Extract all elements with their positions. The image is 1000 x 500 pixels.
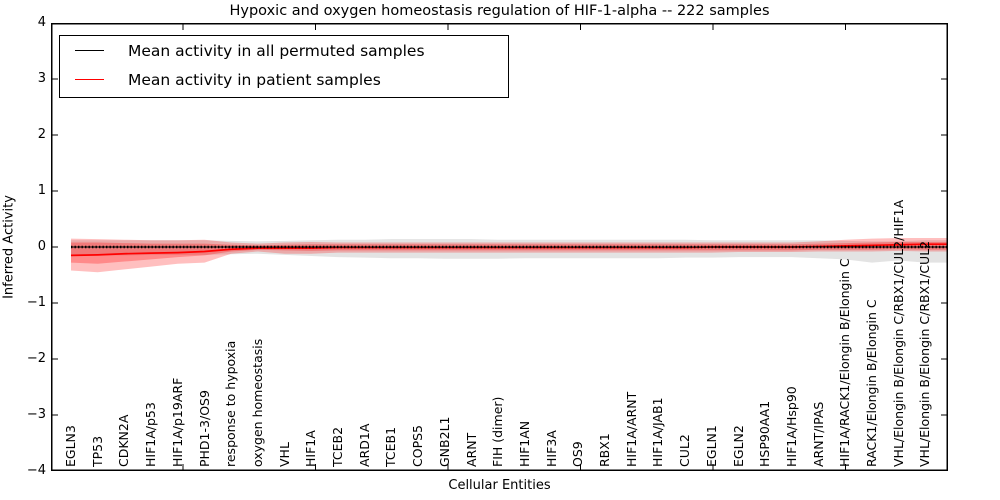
x-tick-label: EGLN2 xyxy=(730,425,746,467)
chart-canvas xyxy=(51,23,948,471)
x-tick-label: response to hypoxia xyxy=(223,340,239,467)
x-tick-label: FIH (dimer) xyxy=(490,396,506,467)
x-tick-label: HIF3A xyxy=(543,430,559,467)
x-tick-label: ARD1A xyxy=(356,423,372,467)
y-tick-label: 1 xyxy=(37,183,46,198)
x-tick-label: TCEB1 xyxy=(383,426,399,467)
x-tick-label: COPS5 xyxy=(410,425,426,467)
x-tick-label: OS9 xyxy=(570,441,586,467)
x-tick-label: HIF1A xyxy=(303,430,319,467)
x-tick-label: RBX1 xyxy=(597,433,612,467)
y-tick-label: 0 xyxy=(37,239,46,254)
x-tick-label: HIF1A/p53 xyxy=(143,402,159,467)
x-tick-label: ARNT xyxy=(463,432,479,467)
y-tick-label: −1 xyxy=(26,295,46,310)
x-tick-label: TCEB2 xyxy=(330,426,345,467)
x-tick-label: RACK1/Elongin B/Elongin C xyxy=(864,299,879,467)
legend-entry-label: Mean activity in all permuted samples xyxy=(128,41,425,60)
legend-box: Mean activity in all permuted samples Me… xyxy=(59,35,509,98)
x-tick-label: GNB2L1 xyxy=(436,416,452,467)
x-tick-label: oxygen homeostasis xyxy=(249,338,265,467)
x-tick-label: HIF1A/p19ARF xyxy=(169,377,185,467)
y-tick-label: −4 xyxy=(26,463,46,478)
patient-line-swatch xyxy=(75,79,104,80)
x-tick-label: TP53 xyxy=(89,435,105,467)
axes-spines xyxy=(51,23,948,471)
x-tick-label: ARNT/IPAS xyxy=(810,401,826,467)
legend-entry-patient: Mean activity in patient samples xyxy=(60,65,508,94)
x-tick-label: CUL2 xyxy=(677,434,693,467)
x-tick-label: HIF1AN xyxy=(516,420,532,467)
permuted-line-swatch xyxy=(75,50,104,51)
x-tick-label: HIF1A/Hsp90 xyxy=(783,386,799,467)
y-tick-label: −3 xyxy=(26,407,46,422)
x-tick-label: PHD1-3/OS9 xyxy=(196,390,212,467)
plot-area xyxy=(51,23,948,471)
x-tick-label: EGLN3 xyxy=(63,425,78,467)
x-tick-label: HSP90AA1 xyxy=(757,400,773,467)
x-tick-label: HIF1A/RACK1/Elongin B/Elongin C xyxy=(837,258,853,467)
y-tick-label: 2 xyxy=(37,127,46,142)
legend-entry-label: Mean activity in patient samples xyxy=(128,70,381,89)
y-tick-label: 3 xyxy=(37,71,46,86)
y-tick-label: −2 xyxy=(26,351,46,366)
x-axis-title: Cellular Entities xyxy=(448,478,551,493)
x-tick-label: VHL xyxy=(276,442,292,467)
legend-entry-permuted: Mean activity in all permuted samples xyxy=(60,36,508,65)
chart-title: Hypoxic and oxygen homeostasis regulatio… xyxy=(229,3,770,19)
x-tick-label: VHL/Elongin B/Elongin C/RBX1/CUL2/HIF1A xyxy=(890,199,906,467)
permuted-samples-range-area xyxy=(71,239,947,263)
x-tick-label: EGLN1 xyxy=(703,425,719,467)
x-tick-label: VHL/Elongin B/Elongin C/RBX1/CUL2 xyxy=(917,240,933,467)
y-axis-title: Inferred Activity xyxy=(1,195,17,299)
y-tick-label: 4 xyxy=(37,15,46,30)
x-tick-label: HIF1A/JAB1 xyxy=(650,397,666,467)
x-tick-label: HIF1A/ARNT xyxy=(623,391,639,467)
x-tick-label: CDKN2A xyxy=(116,414,132,467)
